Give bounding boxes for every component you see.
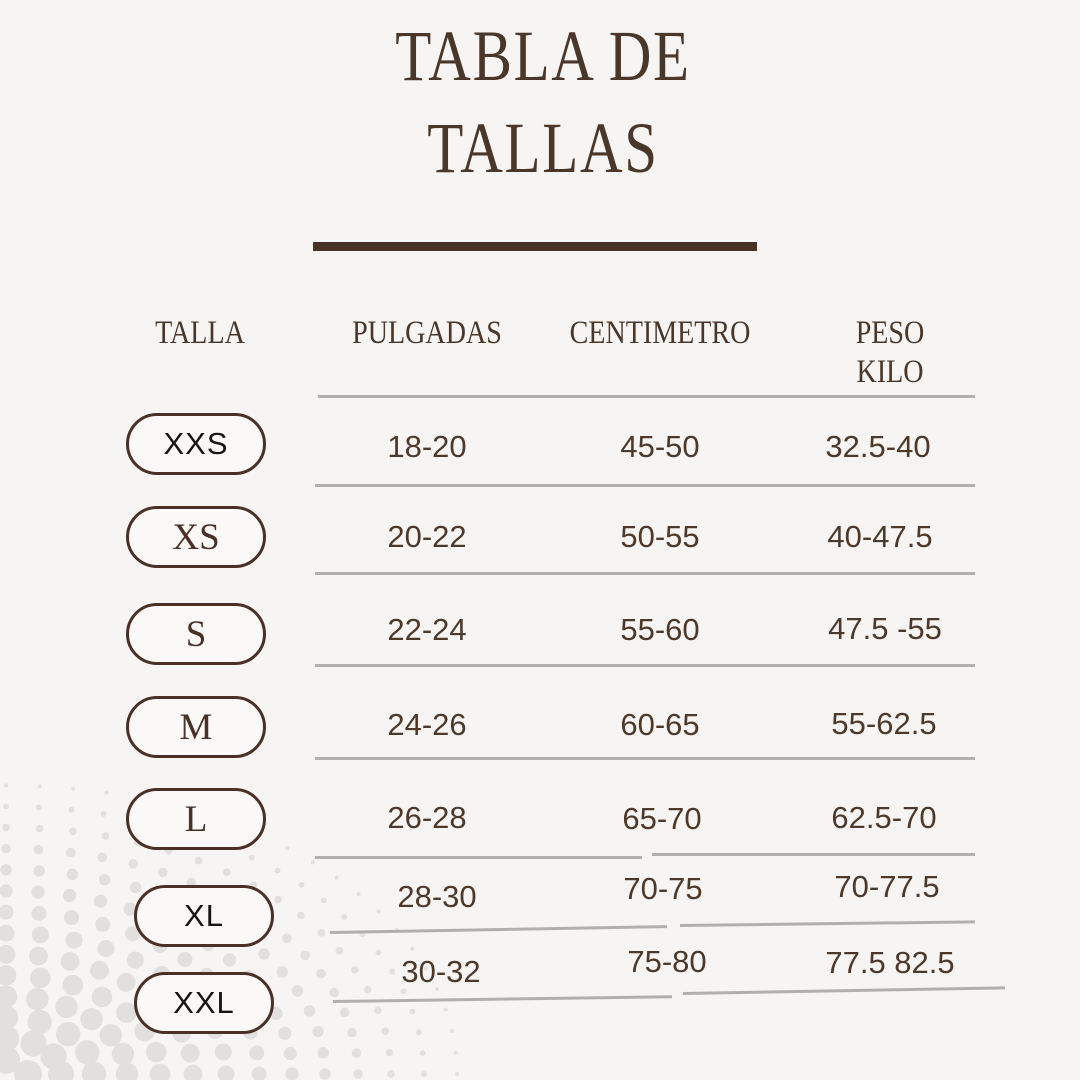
cell-xxl-centimetro: 75-80	[627, 944, 707, 979]
column-header-centimetro: CENTIMETRO	[569, 315, 751, 351]
cell-xl-centimetro: 70-75	[623, 871, 703, 906]
size-pill-xs: XS	[126, 506, 266, 568]
row-divider-5-left	[315, 856, 642, 859]
row-divider-7-right	[682, 986, 1005, 995]
size-pill-l: L	[126, 788, 266, 850]
cell-l-pulgadas: 26-28	[387, 800, 467, 835]
row-divider-4	[315, 757, 975, 760]
size-pill-m: M	[126, 696, 266, 758]
cell-xl-peso: 70-77.5	[834, 869, 940, 904]
size-pill-xxl: XXL	[134, 972, 274, 1034]
cell-s-centimetro: 55-60	[620, 612, 700, 647]
cell-xs-centimetro: 50-55	[620, 519, 700, 554]
row-divider-5-right	[652, 853, 975, 856]
cell-s-peso: 47.5 -55	[828, 611, 942, 646]
page-title: TABLA DE TALLAS	[3, 10, 1080, 194]
cell-m-centimetro: 60-65	[620, 707, 700, 742]
row-divider-2	[315, 572, 975, 575]
column-header-peso-kilo: PESO KILO	[855, 315, 925, 390]
size-pill-xxs: XXS	[126, 413, 266, 475]
cell-xxs-peso: 32.5-40	[825, 429, 931, 464]
cell-m-peso: 55-62.5	[831, 706, 937, 741]
row-divider-6-right	[679, 920, 975, 927]
cell-m-pulgadas: 24-26	[387, 707, 467, 742]
column-header-talla: TALLA	[155, 315, 245, 351]
cell-s-pulgadas: 22-24	[387, 612, 467, 647]
cell-xl-pulgadas: 28-30	[397, 879, 477, 914]
header-divider-line	[318, 395, 975, 398]
cell-xs-peso: 40-47.5	[827, 519, 933, 554]
cell-xxs-centimetro: 45-50	[620, 429, 700, 464]
page-title-line2: TALLAS	[427, 108, 659, 188]
page-title-line1: TABLA DE	[395, 16, 691, 96]
cell-l-centimetro: 65-70	[622, 801, 702, 836]
size-pill-s: S	[126, 603, 266, 665]
column-header-pulgadas: PULGADAS	[352, 315, 502, 351]
cell-xs-pulgadas: 20-22	[387, 519, 467, 554]
row-divider-3	[315, 664, 975, 667]
cell-l-peso: 62.5-70	[831, 800, 937, 835]
cell-xxl-peso: 77.5 82.5	[825, 945, 955, 980]
cell-xxs-pulgadas: 18-20	[387, 429, 467, 464]
size-pill-xl: XL	[134, 885, 274, 947]
row-divider-1	[315, 484, 975, 487]
cell-xxl-pulgadas: 30-32	[401, 954, 481, 989]
title-underline-rule	[313, 242, 757, 251]
